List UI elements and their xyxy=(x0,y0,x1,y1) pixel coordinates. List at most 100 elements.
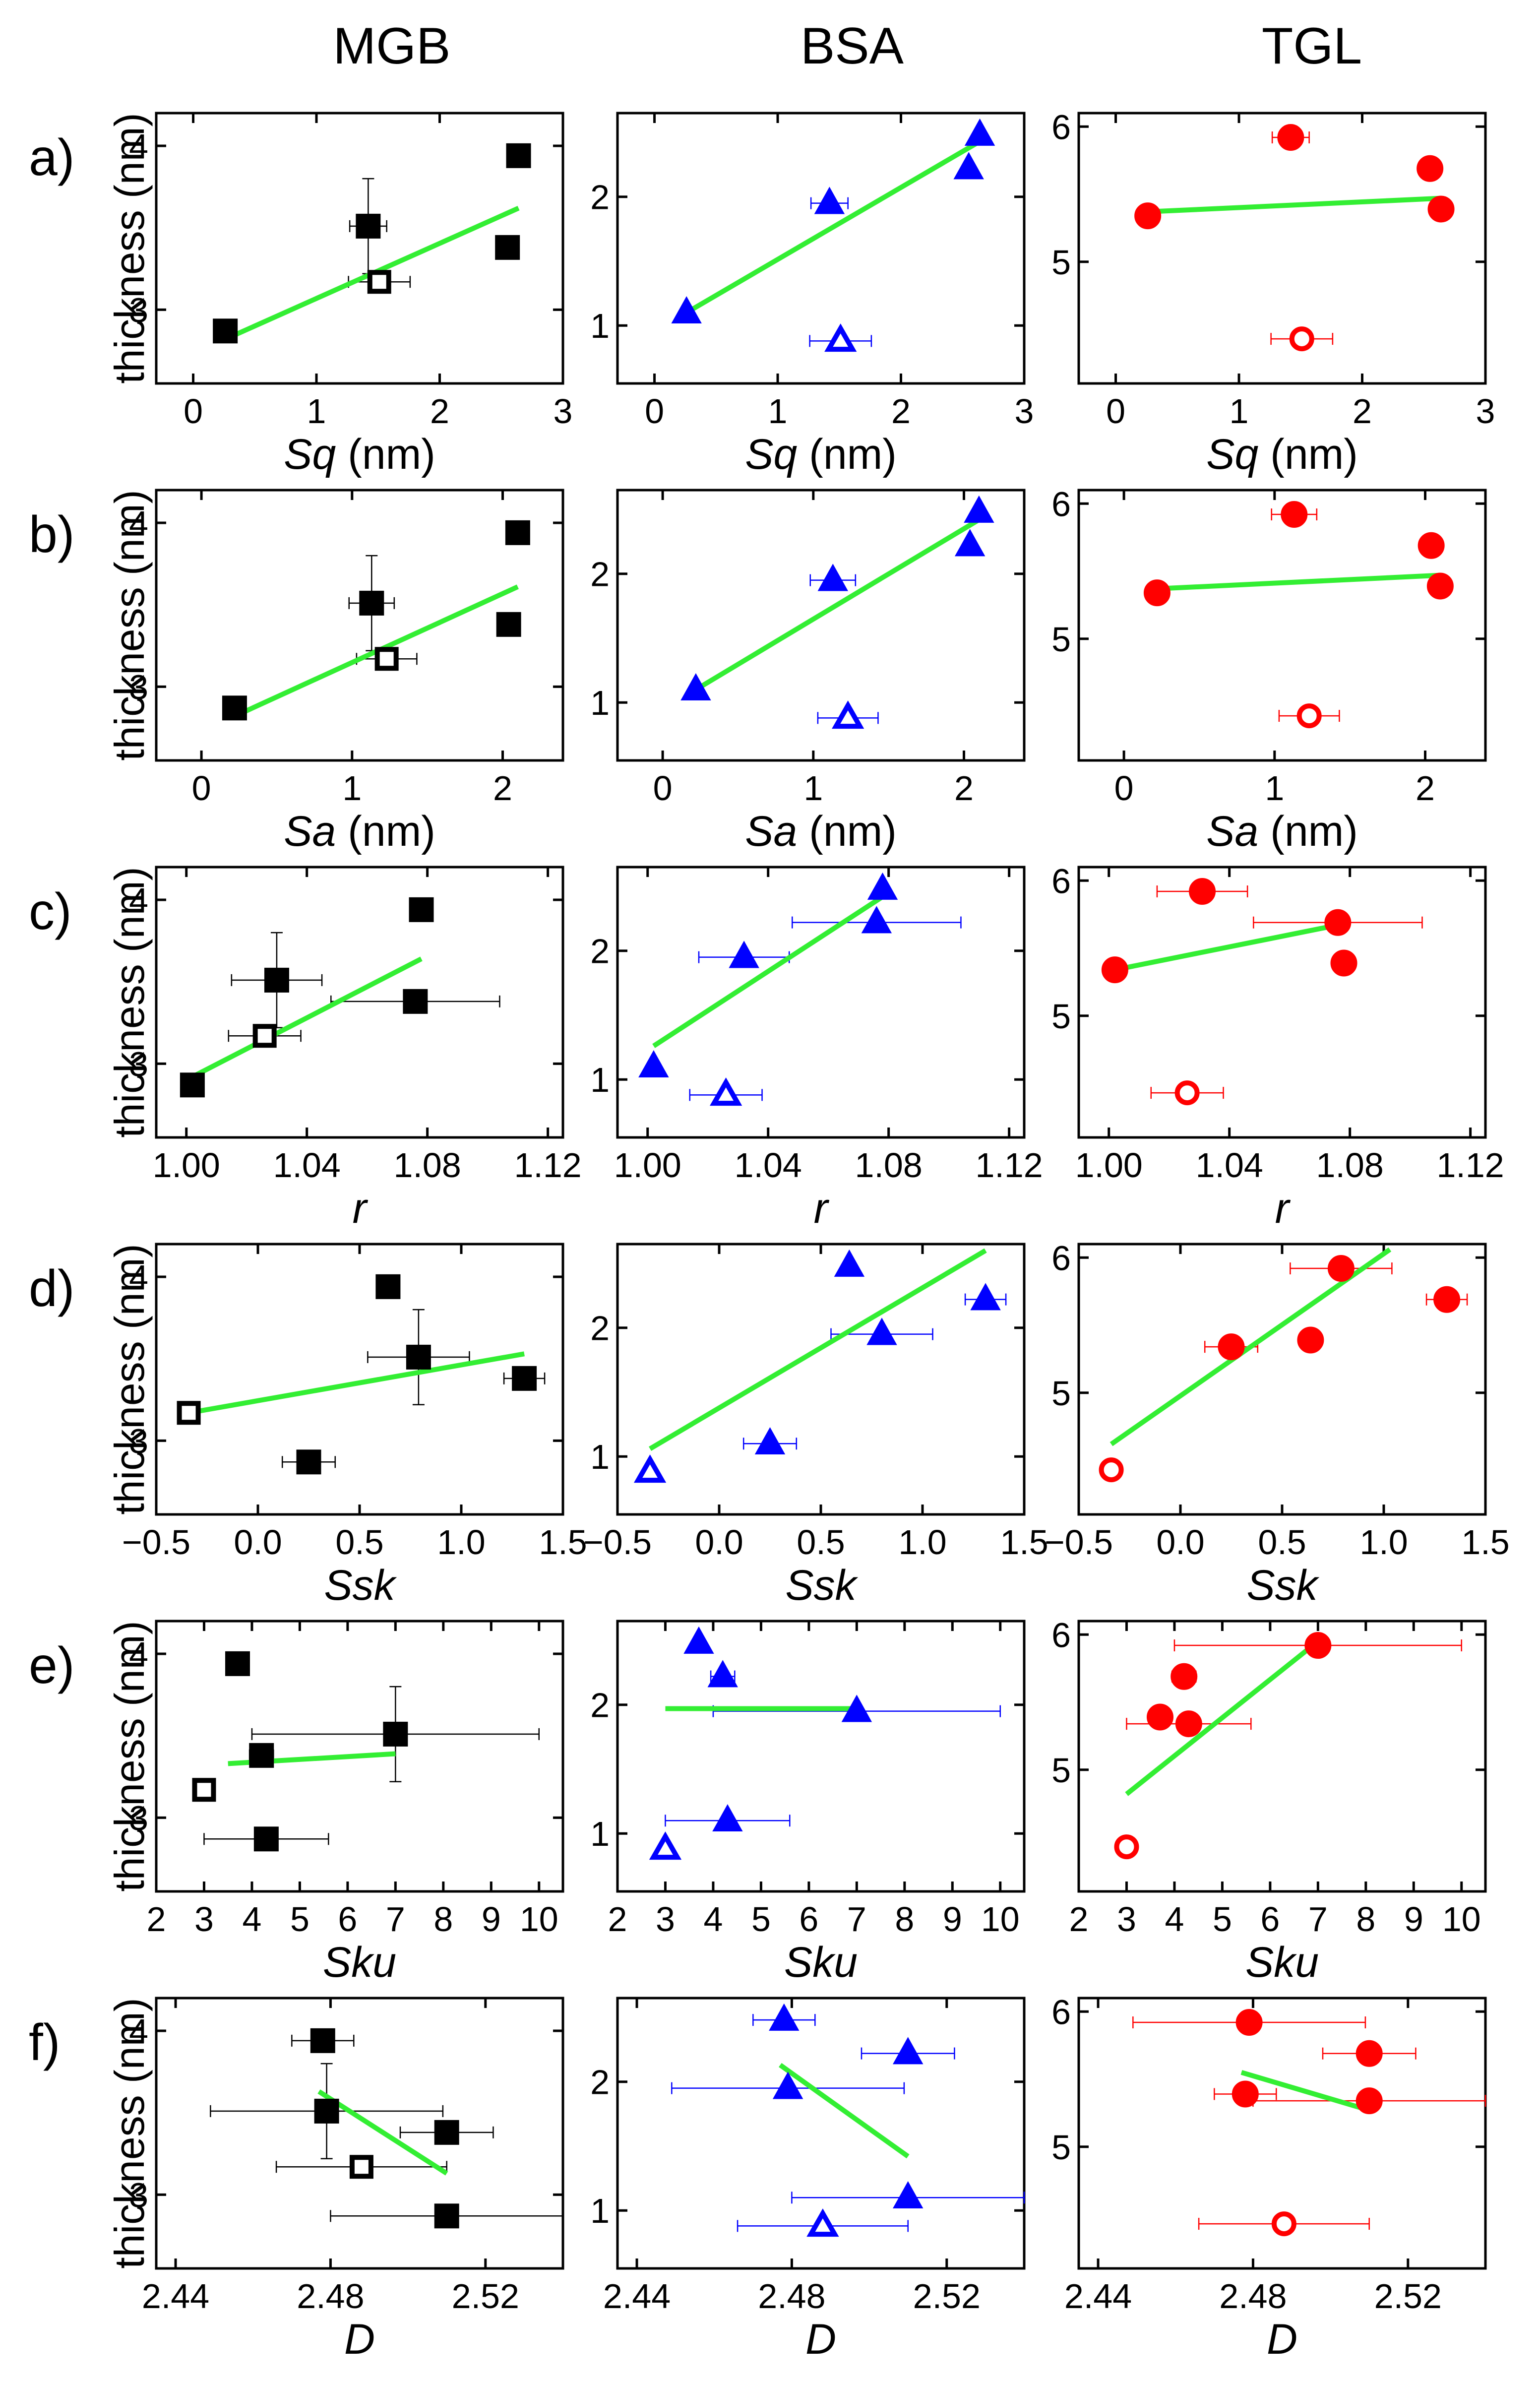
x-tick-label: 0.5 xyxy=(1258,1523,1306,1562)
x-tick-label: 2.52 xyxy=(452,2277,519,2316)
x-axis-unit: (nm) xyxy=(1258,808,1358,855)
data-point xyxy=(506,143,531,168)
data-point-open xyxy=(1174,1080,1200,1106)
x-axis-unit: (nm) xyxy=(797,808,897,855)
x-tick-label: 2 xyxy=(430,392,449,431)
plot-frame xyxy=(1077,866,1487,1139)
x-axis-variable: r xyxy=(1275,1185,1291,1232)
fit-line xyxy=(317,2089,448,2176)
x-tick-label: 2 xyxy=(891,392,911,431)
row-label: c) xyxy=(29,883,72,941)
data-point-open xyxy=(633,1454,667,1483)
x-tick-label: 1.12 xyxy=(976,1146,1043,1185)
data-point xyxy=(953,152,984,180)
plot-frame xyxy=(616,489,1026,762)
x-tick-label: 1 xyxy=(1265,769,1284,808)
data-point-open xyxy=(1271,2211,1296,2237)
data-point xyxy=(180,1072,205,1098)
data-point xyxy=(1281,501,1308,528)
data-point xyxy=(1232,2080,1259,2108)
x-tick-label: 6 xyxy=(338,1900,357,1939)
plot-frame xyxy=(1077,1620,1487,1893)
x-tick-label: 0 xyxy=(645,392,664,431)
x-tick-label: 10 xyxy=(520,1900,558,1939)
x-tick-label: 1 xyxy=(768,392,788,431)
data-point xyxy=(359,590,384,616)
y-tick-label: 6 xyxy=(1051,1993,1071,2031)
x-axis-label: Ssk xyxy=(324,1562,397,1609)
plot-frame xyxy=(155,112,564,385)
data-point xyxy=(403,989,428,1014)
data-point xyxy=(253,1826,279,1852)
x-tick-label: 9 xyxy=(943,1900,962,1939)
y-tick-label: 4 xyxy=(129,127,148,166)
x-tick-label: 3 xyxy=(1117,1900,1136,1939)
y-tick-label: 2 xyxy=(590,555,610,594)
x-tick-label: 1.00 xyxy=(1075,1146,1143,1185)
data-point-open xyxy=(710,1077,742,1106)
data-point xyxy=(434,2120,459,2145)
x-axis-variable: Sku xyxy=(1245,1939,1319,1986)
x-tick-label: 2.44 xyxy=(603,2277,671,2316)
y-axis-label: thickness (nm) xyxy=(106,1621,153,1891)
x-tick-label: 2 xyxy=(1353,392,1372,431)
x-tick-label: 1.08 xyxy=(394,1146,461,1185)
data-point-open xyxy=(1289,326,1314,352)
panel-bsa: 0 1 2 1 2 Sa (nm) xyxy=(590,489,1026,855)
x-tick-label: 4 xyxy=(703,1900,723,1939)
data-point xyxy=(1134,202,1162,230)
x-axis-label: D xyxy=(1267,2316,1297,2363)
data-point xyxy=(1330,949,1357,977)
x-axis-variable: Ssk xyxy=(324,1562,397,1609)
data-point-open xyxy=(806,2208,839,2237)
x-axis-label: r xyxy=(1275,1185,1291,1232)
x-tick-label: 0 xyxy=(1106,392,1125,431)
data-point xyxy=(512,1366,537,1391)
x-tick-label: 2 xyxy=(1416,769,1435,808)
x-axis-label: D xyxy=(344,2316,375,2363)
data-point xyxy=(970,1283,1001,1311)
x-tick-label: 1.12 xyxy=(514,1146,582,1185)
y-axis-label: thickness (nm) xyxy=(106,1998,153,2268)
x-tick-label: 1 xyxy=(307,392,326,431)
data-point-open xyxy=(367,270,391,294)
data-point xyxy=(861,906,892,934)
x-tick-label: 1.00 xyxy=(614,1146,681,1185)
x-tick-label: 2.48 xyxy=(1219,2277,1287,2316)
column-title-bsa: BSA xyxy=(801,17,904,75)
panel-tgl: 0 1 2 5 6 Sa (nm) xyxy=(1051,485,1487,855)
fit-line xyxy=(1240,2070,1370,2113)
x-tick-label: −0.5 xyxy=(583,1523,652,1562)
x-axis-unit: (nm) xyxy=(1258,431,1358,478)
plot-frame xyxy=(155,1997,564,2270)
data-point-open xyxy=(1099,1457,1124,1483)
data-point xyxy=(1324,909,1352,936)
data-point-open xyxy=(824,323,857,352)
plot-frame xyxy=(616,866,1026,1139)
data-point xyxy=(375,1274,401,1299)
x-tick-label: 0 xyxy=(184,392,203,431)
plot-frame xyxy=(155,1620,564,1893)
x-axis-label: Sa (nm) xyxy=(284,808,435,855)
data-point xyxy=(817,564,848,591)
data-point xyxy=(680,673,711,701)
x-axis-label: D xyxy=(805,2316,836,2363)
panel-mgb: 0 1 2 3 4 Sa (nm) xyxy=(129,489,564,855)
y-tick-label: 3 xyxy=(129,291,148,329)
data-point-open xyxy=(374,647,399,671)
x-axis-variable: Sa xyxy=(1206,808,1258,855)
x-tick-label: 2 xyxy=(1069,1900,1089,1939)
data-point-open xyxy=(649,1831,682,1860)
y-tick-label: 3 xyxy=(129,1422,148,1460)
x-axis-label: Sq (nm) xyxy=(745,431,897,478)
row-1: b) thickness (nm) 0 1 2 3 4 Sa (nm) 0 1 2 1 2 Sa (nm)… xyxy=(29,485,1487,855)
x-tick-label: 7 xyxy=(1308,1900,1328,1939)
x-tick-label: 9 xyxy=(482,1900,501,1939)
x-tick-label: 9 xyxy=(1404,1900,1423,1939)
x-tick-label: 5 xyxy=(1213,1900,1232,1939)
data-point xyxy=(1235,2009,1263,2036)
fit-line xyxy=(1114,921,1345,973)
x-axis-variable: Ssk xyxy=(785,1562,858,1609)
fit-line xyxy=(1109,1247,1392,1446)
